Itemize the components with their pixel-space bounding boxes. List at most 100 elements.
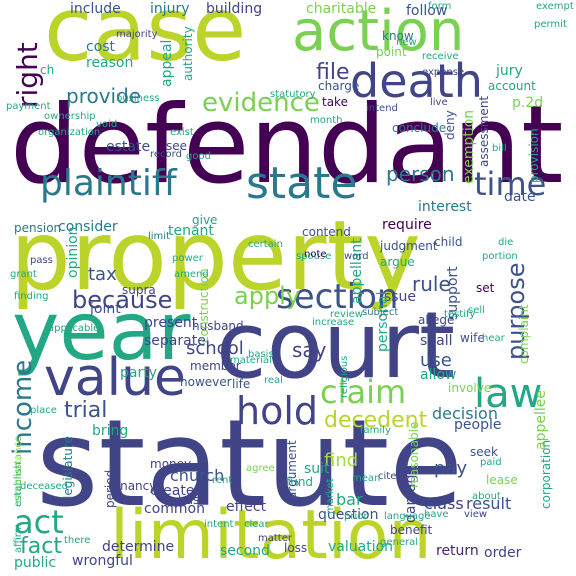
word-building: building bbox=[206, 1, 263, 17]
word-defendant: defendant bbox=[10, 83, 564, 208]
word-give: give bbox=[192, 213, 218, 227]
word-contend: contend bbox=[302, 225, 351, 239]
word-right: right bbox=[11, 42, 44, 108]
word-material: material bbox=[230, 355, 272, 366]
word-limitation: limitation bbox=[110, 496, 432, 575]
word-member: member bbox=[190, 359, 241, 373]
word-reasonable: reasonable bbox=[407, 421, 421, 488]
word-present: present bbox=[144, 315, 198, 331]
word-fund: fund bbox=[286, 475, 314, 489]
word-seek: seek bbox=[470, 445, 498, 459]
word-school: school bbox=[186, 338, 244, 359]
word-agree: agree bbox=[246, 463, 275, 474]
word-intent: intent bbox=[204, 519, 234, 530]
word-matter: matter bbox=[258, 533, 292, 544]
word-review: review bbox=[330, 309, 364, 320]
word-class: class bbox=[424, 494, 464, 513]
word-ch: ch bbox=[40, 63, 55, 77]
word-injury: injury bbox=[150, 1, 190, 17]
word-authority: authority bbox=[181, 26, 195, 81]
word-party: party bbox=[120, 365, 157, 381]
word-second: second bbox=[220, 543, 270, 559]
word-wrongful: wrongful bbox=[72, 553, 133, 569]
word-use: use bbox=[420, 350, 452, 371]
word-exist: exist bbox=[170, 127, 194, 138]
word-intend: intend bbox=[366, 103, 398, 114]
word-applicable: applicable bbox=[48, 323, 100, 334]
word-note: note bbox=[304, 249, 327, 260]
word-effect: effect bbox=[226, 499, 267, 515]
word-base: base bbox=[178, 493, 207, 507]
word-benefit: benefit bbox=[390, 523, 433, 537]
word-allege: allege bbox=[418, 313, 455, 327]
word-supra: supra bbox=[122, 283, 156, 297]
word-apply: apply bbox=[234, 282, 301, 310]
word-valuation: valuation bbox=[328, 539, 394, 555]
word-prior: prior bbox=[344, 511, 368, 522]
word-receive: receive bbox=[422, 51, 459, 62]
word-payment: payment bbox=[6, 101, 51, 112]
word-because: because bbox=[72, 286, 173, 314]
word-create: create bbox=[150, 483, 195, 499]
word-rule: rule bbox=[412, 272, 451, 296]
word-about: about bbox=[472, 491, 501, 502]
word-shall: shall bbox=[420, 333, 453, 349]
word-live: live bbox=[430, 97, 448, 108]
word-act: act bbox=[14, 503, 64, 541]
word-require: require bbox=[382, 217, 432, 233]
word-there: there bbox=[64, 535, 91, 546]
word-finding: finding bbox=[14, 291, 49, 302]
word-tax: tax bbox=[88, 264, 117, 285]
word-trial: trial bbox=[64, 398, 108, 423]
word-basis: basis bbox=[248, 349, 274, 360]
word-issue: issue bbox=[380, 289, 416, 305]
word-time: time bbox=[474, 165, 547, 203]
word-provide: provide bbox=[66, 84, 142, 108]
word-tenancy: tenancy bbox=[108, 479, 157, 493]
word-decision: decision bbox=[432, 404, 498, 423]
word-file: file bbox=[316, 60, 350, 85]
word-set: set bbox=[476, 281, 495, 295]
word-estate: estate bbox=[106, 139, 151, 155]
word-die: die bbox=[498, 237, 514, 248]
word-question: question bbox=[318, 507, 379, 523]
word-spouse: spouse bbox=[296, 251, 332, 262]
word-sell: sell bbox=[468, 305, 485, 316]
word-say: say bbox=[292, 338, 327, 362]
word-bill: bill bbox=[492, 143, 507, 154]
word-new: new bbox=[396, 37, 417, 48]
word-market: market bbox=[325, 478, 336, 515]
word-power: power bbox=[172, 253, 203, 264]
word-money: money bbox=[150, 457, 192, 471]
word-argue: argue bbox=[380, 255, 415, 269]
word-wife: wife bbox=[460, 331, 485, 345]
word-certain: certain bbox=[248, 239, 283, 250]
word-include: include bbox=[70, 1, 121, 17]
word-child: child bbox=[434, 235, 463, 249]
word-decedent: decedent bbox=[324, 408, 428, 433]
word-tenant: tenant bbox=[168, 223, 214, 239]
word-subject: subject bbox=[362, 307, 399, 318]
word-claim: claim bbox=[320, 373, 407, 411]
word-circumstance: circumstance bbox=[13, 436, 24, 503]
word-cost: cost bbox=[86, 39, 116, 55]
word-record: record bbox=[150, 149, 182, 160]
word-year: year bbox=[12, 285, 191, 378]
word-appeal: appeal bbox=[159, 39, 175, 87]
word-return: return bbox=[436, 543, 479, 559]
word-real: real bbox=[264, 375, 283, 386]
word-exempt: exempt bbox=[536, 1, 574, 12]
word-increase: increase bbox=[312, 317, 355, 328]
word-paid: paid bbox=[480, 457, 502, 468]
word-jury: jury bbox=[496, 63, 523, 79]
word-void: void bbox=[96, 119, 118, 130]
word-place: place bbox=[30, 405, 57, 416]
word-court: court bbox=[216, 292, 456, 399]
word-separate: separate bbox=[144, 333, 206, 349]
word-good: good bbox=[186, 151, 211, 162]
word-language: language bbox=[384, 511, 431, 522]
word-deny: deny bbox=[443, 110, 457, 140]
word-grant: grant bbox=[10, 269, 37, 280]
word-evidence: evidence bbox=[202, 88, 320, 118]
word-common: common bbox=[144, 501, 205, 517]
